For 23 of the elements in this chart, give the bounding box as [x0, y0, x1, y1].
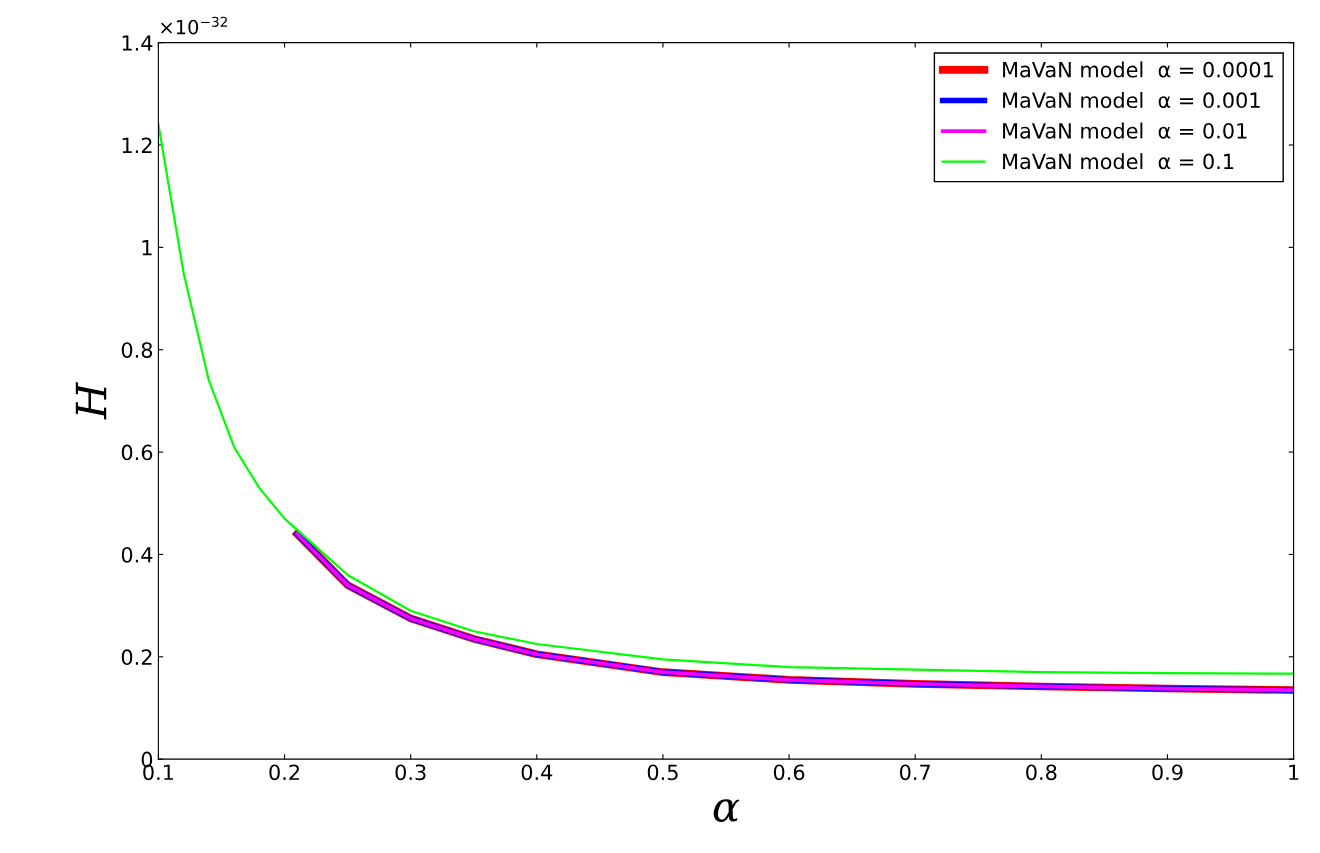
x-tick-label: 0.4: [521, 764, 553, 781]
y-tick-label: 1.2: [122, 137, 152, 153]
x-tick-label: 0.3: [395, 764, 426, 781]
legend-label: MaVaN model α = 0.01: [1003, 122, 1247, 139]
y-tick-label: 0.6: [121, 444, 153, 461]
x-axis-title: α: [713, 799, 740, 822]
y-tick-label: 0.2: [121, 649, 152, 666]
text: ×10$^{−32}$: [161, 16, 227, 35]
y-tick-label: 0.8: [121, 342, 153, 358]
y-tick-label: 1.4: [122, 35, 153, 51]
x-tick-label: 0.8: [1026, 764, 1057, 781]
x-tick-label: 1: [1289, 764, 1299, 780]
y-tick-label: 1: [142, 240, 152, 256]
x-tick-label: 0.7: [900, 764, 930, 781]
y-axis-title: H: [75, 382, 107, 420]
x-tick-label: 0.9: [1152, 764, 1183, 781]
legend-label: MaVaN model α = 0.001: [1003, 91, 1260, 109]
x-tick-label: 0.5: [647, 764, 678, 781]
legend-label: MaVaN model α = 0.0001: [1003, 61, 1273, 78]
x-tick-label: 0.2: [269, 764, 300, 781]
y-tick-label: 0.4: [121, 546, 153, 563]
legend-label: MaVaN model α = 0.1: [1003, 153, 1234, 170]
x-tick-label: 0.6: [773, 764, 805, 781]
